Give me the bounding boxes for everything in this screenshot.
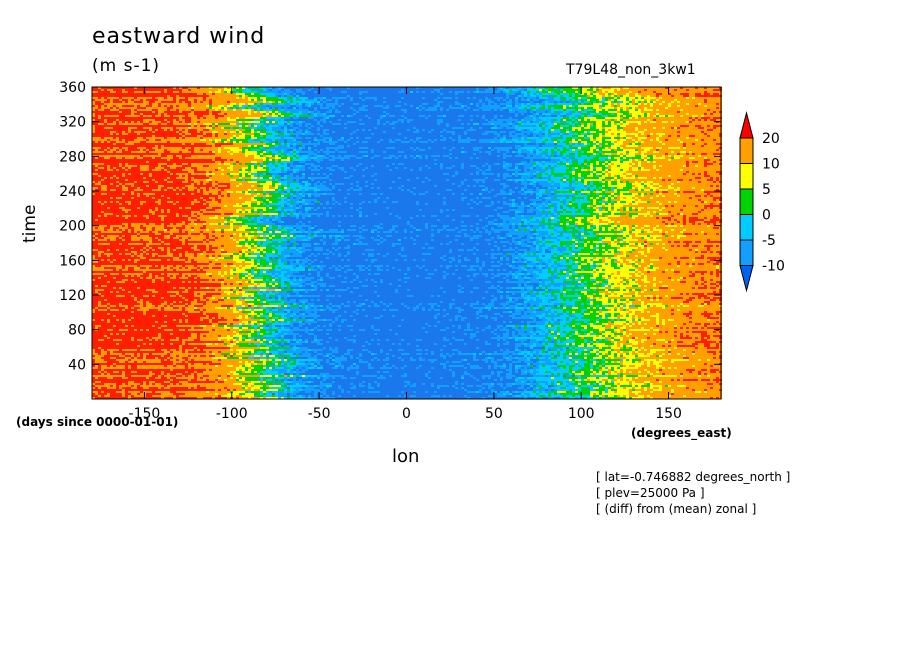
run-name: T79L48_non_3kw1 bbox=[566, 62, 696, 78]
note-difference: [ (diff) from (mean) zonal ] bbox=[596, 502, 757, 516]
y-tick-label: 360 bbox=[59, 80, 86, 96]
colorbar-segment bbox=[739, 188, 754, 215]
colorbar-segment bbox=[739, 163, 754, 190]
note-latitude: [ lat=-0.746882 degrees_north ] bbox=[596, 470, 791, 484]
colorbar-label: -10 bbox=[762, 259, 785, 275]
y-tick-label: 240 bbox=[59, 184, 86, 200]
colorbar-top-arrow bbox=[739, 111, 754, 139]
x-tick-label: 0 bbox=[402, 406, 411, 422]
x-tick-label: 150 bbox=[655, 406, 682, 422]
y-tick-label: 120 bbox=[59, 288, 86, 304]
y-tick-label: 40 bbox=[68, 357, 86, 373]
y-axis-units: (days since 0000-01-01) bbox=[16, 415, 179, 429]
x-tick-label: -50 bbox=[308, 406, 331, 422]
colorbar-label: 10 bbox=[762, 157, 780, 173]
colorbar-segment bbox=[739, 137, 754, 164]
chart-title: eastward wind bbox=[92, 24, 266, 49]
x-axis-units: (degrees_east) bbox=[631, 426, 732, 440]
colorbar-bottom-arrow bbox=[739, 265, 754, 293]
y-tick-label: 200 bbox=[59, 219, 86, 235]
y-tick-label: 280 bbox=[59, 149, 86, 165]
note-pressure-level: [ plev=25000 Pa ] bbox=[596, 486, 705, 500]
x-axis-label: lon bbox=[392, 446, 420, 467]
y-tick-label: 80 bbox=[68, 323, 86, 339]
y-tick-label: 320 bbox=[59, 115, 86, 131]
heatmap-cells bbox=[92, 87, 722, 399]
y-axis-label: time bbox=[20, 204, 40, 243]
colorbar-label: 5 bbox=[762, 182, 771, 198]
colorbar-label: -5 bbox=[762, 233, 776, 249]
chart-units: (m s-1) bbox=[92, 56, 161, 76]
colorbar-segment bbox=[739, 214, 754, 241]
colorbar-label: 20 bbox=[762, 131, 780, 147]
colorbar-label: 0 bbox=[762, 208, 771, 224]
x-tick-label: 50 bbox=[485, 406, 503, 422]
x-tick-label: 100 bbox=[568, 406, 595, 422]
y-tick-label: 160 bbox=[59, 253, 86, 269]
x-tick-label: -150 bbox=[129, 406, 161, 422]
x-tick-label: -100 bbox=[216, 406, 248, 422]
colorbar-segment bbox=[739, 239, 754, 266]
